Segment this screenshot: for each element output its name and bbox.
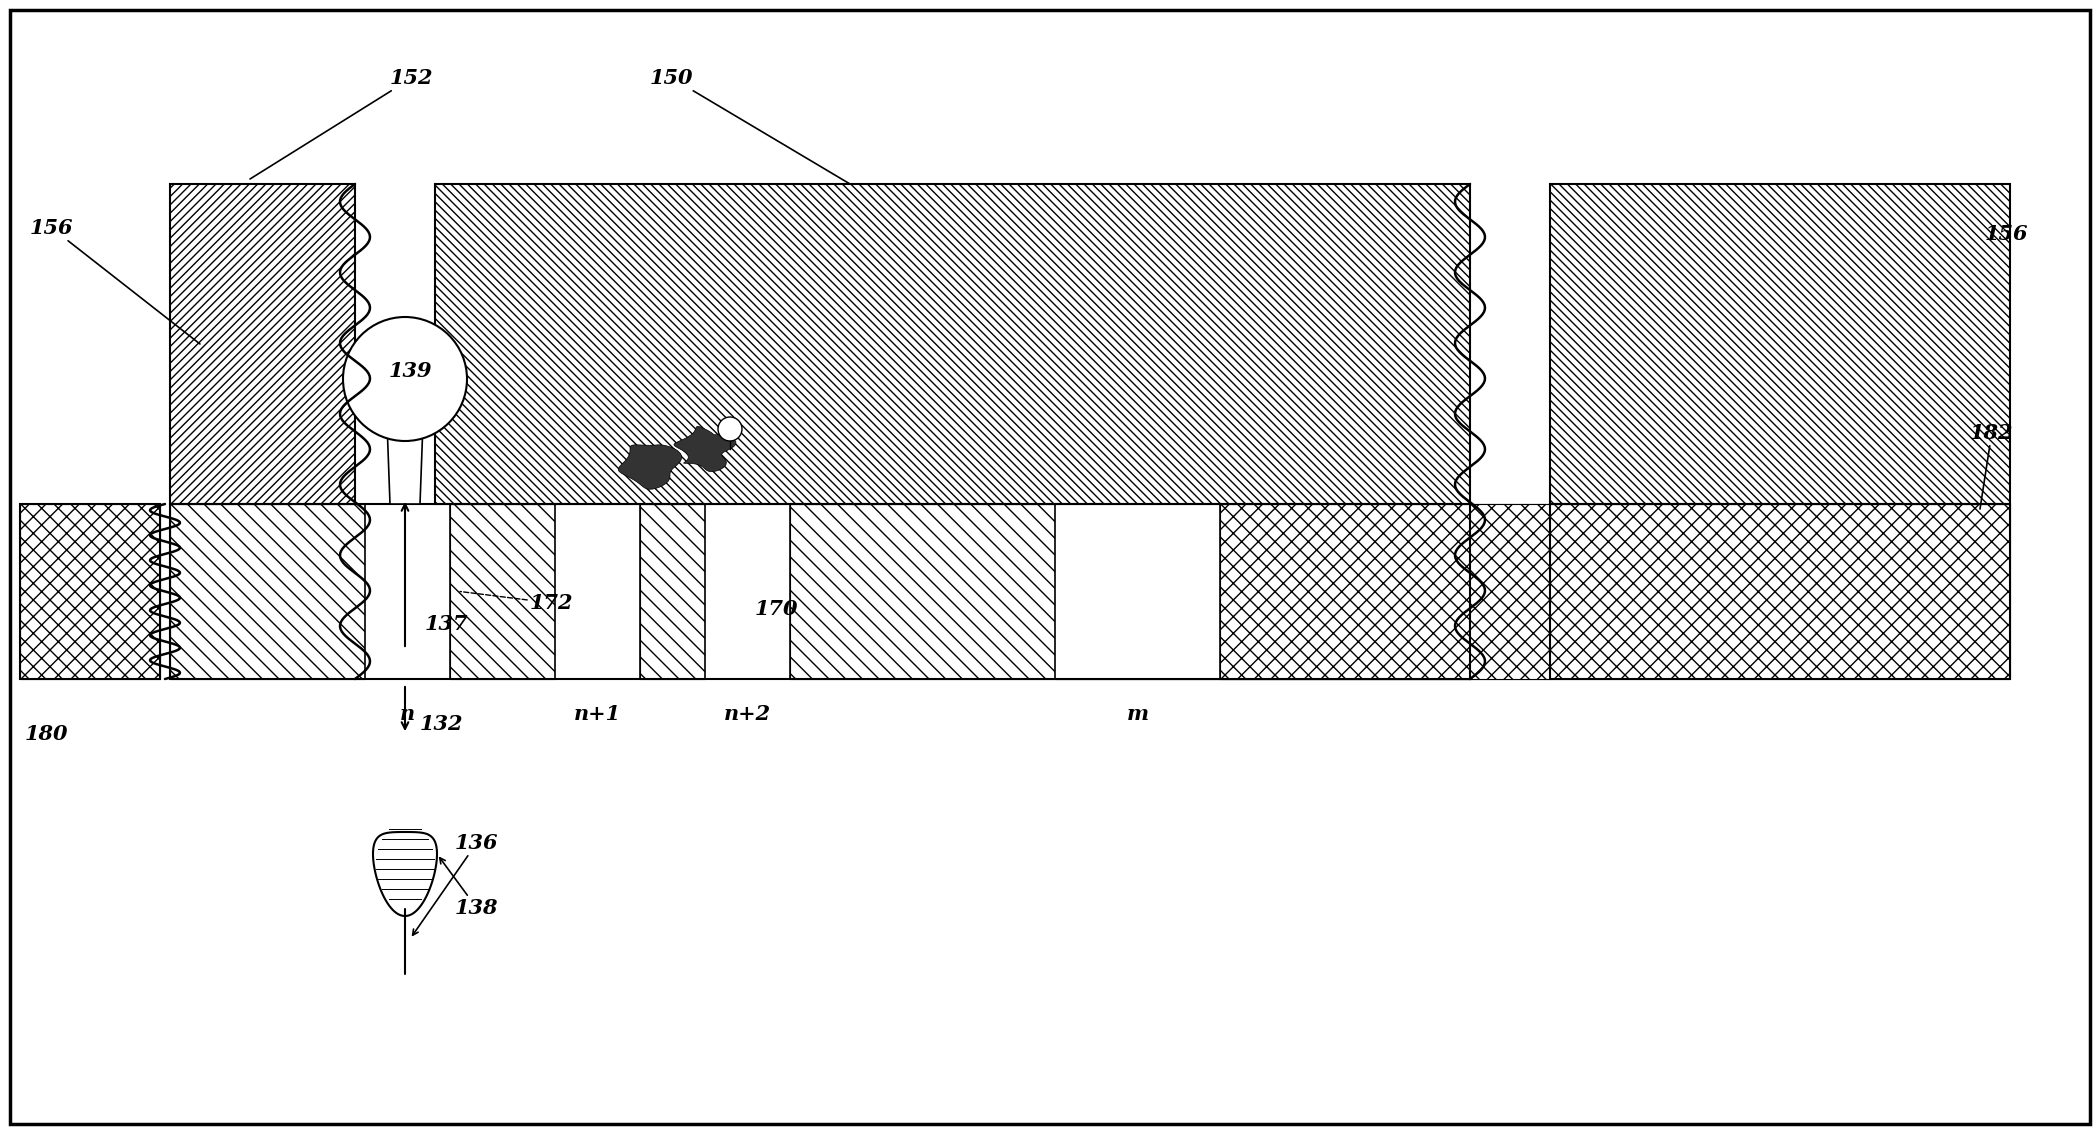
Text: 139: 139 [388, 361, 433, 381]
Bar [170, 184, 355, 503]
Polygon shape [388, 435, 422, 503]
Text: m: m [1126, 704, 1149, 723]
Circle shape [342, 318, 466, 441]
Polygon shape [374, 832, 437, 916]
Text: 150: 150 [651, 68, 850, 184]
Bar [1550, 184, 2010, 503]
Bar [21, 503, 160, 679]
Text: 180: 180 [25, 723, 69, 744]
Text: 172: 172 [460, 592, 573, 613]
Bar [1054, 503, 1220, 679]
Text: 137: 137 [424, 613, 468, 634]
Bar [1550, 503, 2010, 679]
Text: n+2: n+2 [724, 704, 771, 723]
Bar [554, 503, 640, 679]
Text: n+1: n+1 [573, 704, 622, 723]
Text: 132: 132 [420, 714, 464, 734]
Bar [1054, 503, 1550, 679]
Bar [435, 184, 1470, 503]
Bar [706, 503, 790, 679]
Bar [435, 184, 1470, 503]
Bar [640, 503, 706, 679]
Polygon shape [617, 445, 682, 489]
Text: 138: 138 [439, 857, 498, 919]
Bar [1550, 184, 2010, 503]
Bar [21, 503, 160, 679]
Bar [790, 503, 1470, 679]
Polygon shape [674, 426, 735, 472]
Bar [170, 503, 365, 679]
Bar [170, 184, 355, 503]
Bar [365, 503, 449, 679]
Text: 136: 136 [412, 833, 498, 936]
Circle shape [718, 417, 741, 441]
Bar [1220, 503, 2010, 679]
Bar [449, 503, 554, 679]
Text: n: n [399, 704, 416, 723]
Text: 170: 170 [756, 599, 798, 619]
Text: 152: 152 [250, 68, 433, 179]
Text: 156: 156 [1984, 225, 2029, 244]
Bar [170, 503, 1470, 679]
Text: 182: 182 [1970, 423, 2014, 509]
Text: 156: 156 [29, 218, 200, 344]
